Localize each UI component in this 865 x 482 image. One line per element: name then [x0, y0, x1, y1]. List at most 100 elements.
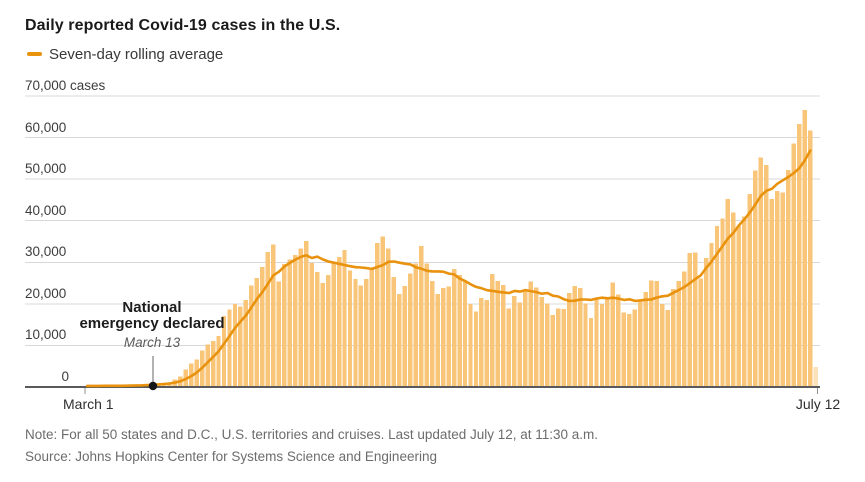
daily-cases-bar	[764, 164, 769, 387]
daily-cases-bar	[418, 245, 424, 387]
daily-cases-bar	[369, 268, 375, 387]
daily-cases-bar	[358, 285, 364, 387]
daily-cases-bar	[276, 281, 281, 387]
daily-cases-bar	[282, 263, 287, 387]
note-text: Note: For all 50 states and D.C., U.S. t…	[25, 427, 599, 442]
daily-cases-bar	[796, 124, 802, 387]
daily-cases-bar	[331, 262, 336, 387]
daily-cases-bar	[347, 270, 353, 387]
daily-cases-bar	[435, 294, 440, 387]
daily-cases-bar	[583, 303, 588, 387]
daily-cases-bar	[736, 226, 742, 387]
daily-cases-bar	[210, 340, 216, 387]
daily-cases-bar	[720, 218, 725, 387]
daily-cases-bar	[451, 269, 457, 387]
daily-cases-bar	[544, 303, 550, 387]
daily-cases-bar	[380, 236, 386, 387]
daily-cases-bar	[446, 286, 451, 387]
daily-cases-bar	[621, 312, 627, 387]
daily-cases-bar	[676, 280, 681, 387]
daily-cases-bar	[342, 250, 347, 387]
daily-cases-bar	[649, 280, 654, 387]
daily-cases-bar	[495, 280, 501, 387]
daily-cases-bar	[698, 278, 703, 387]
daily-cases-bar	[769, 198, 774, 387]
daily-cases-bar	[216, 336, 221, 387]
daily-cases-bar	[429, 280, 435, 387]
daily-cases-bar	[572, 286, 577, 387]
daily-cases-bar	[375, 243, 380, 387]
daily-cases-bar	[703, 257, 709, 387]
daily-cases-bar	[227, 309, 232, 387]
daily-cases-bar	[468, 304, 473, 387]
daily-cases-bar	[807, 130, 813, 387]
daily-cases-bar	[599, 304, 605, 387]
daily-cases-bar	[364, 278, 369, 387]
y-axis-label: 50,000	[25, 161, 67, 177]
daily-cases-bar	[566, 293, 572, 387]
daily-cases-bar	[293, 255, 298, 387]
daily-cases-bar	[287, 259, 292, 387]
daily-cases-bar	[616, 294, 621, 387]
daily-cases-bar	[594, 298, 599, 387]
daily-cases-bar	[243, 300, 249, 387]
daily-cases-bar	[627, 313, 632, 387]
daily-cases-bar	[391, 276, 397, 387]
daily-cases-bar	[714, 226, 720, 387]
daily-cases-bar	[539, 296, 544, 387]
y-axis-label: 70,000 cases	[25, 78, 106, 93]
daily-cases-bar	[758, 157, 764, 387]
daily-cases-bar	[632, 309, 638, 387]
daily-cases-bar	[440, 287, 446, 387]
legend-label: Seven-day rolling average	[49, 45, 224, 63]
daily-cases-bar	[638, 300, 643, 387]
daily-cases-bar	[775, 190, 780, 387]
daily-cases-bar	[725, 198, 731, 387]
daily-cases-bar	[462, 280, 468, 387]
daily-cases-bar	[605, 296, 610, 387]
daily-cases-bar	[265, 252, 271, 387]
national-emergency-annotation: National emergency declared March 13	[79, 299, 224, 351]
y-axis-label: 0	[61, 369, 69, 384]
daily-cases-bar	[687, 253, 692, 387]
daily-cases-bar	[386, 248, 391, 387]
daily-cases-bar	[501, 285, 506, 387]
daily-cases-bar	[534, 287, 539, 387]
daily-cases-bar	[314, 272, 320, 387]
daily-cases-bar	[490, 274, 495, 387]
daily-cases-bar	[555, 308, 561, 387]
daily-cases-bar	[660, 304, 665, 387]
daily-cases-bar	[577, 288, 583, 387]
daily-cases-bar	[742, 216, 747, 387]
daily-cases-bar	[670, 288, 676, 387]
daily-cases-bar	[785, 169, 791, 387]
annotation-date: March 13	[123, 335, 181, 350]
daily-cases-bar	[260, 267, 265, 387]
daily-cases-bar	[747, 194, 753, 387]
daily-cases-bar	[523, 290, 528, 387]
daily-cases-bar	[528, 281, 533, 387]
daily-cases-bar	[254, 278, 260, 387]
daily-cases-bar	[424, 263, 429, 387]
daily-cases-bar	[457, 275, 462, 387]
daily-cases-bar	[479, 297, 484, 387]
daily-cases-bar	[353, 278, 358, 387]
rolling-average-line-swatch	[27, 52, 42, 56]
annotation-line1: National	[122, 299, 182, 316]
annotation-dot	[148, 381, 158, 391]
daily-cases-bar	[517, 302, 523, 387]
daily-cases-bar	[320, 282, 325, 387]
daily-cases-bar	[161, 383, 166, 387]
daily-cases-bar	[506, 308, 512, 387]
daily-cases-bar	[731, 212, 736, 387]
daily-cases-bar	[654, 280, 659, 387]
daily-cases-bar	[643, 292, 648, 387]
daily-cases-bar	[232, 303, 238, 387]
daily-cases-bar	[610, 282, 616, 387]
daily-cases-bar	[408, 273, 413, 387]
legend: Seven-day rolling average	[27, 45, 223, 63]
daily-cases-bar	[484, 300, 490, 387]
daily-cases-bar	[753, 170, 758, 387]
daily-cases-bar	[791, 143, 796, 387]
